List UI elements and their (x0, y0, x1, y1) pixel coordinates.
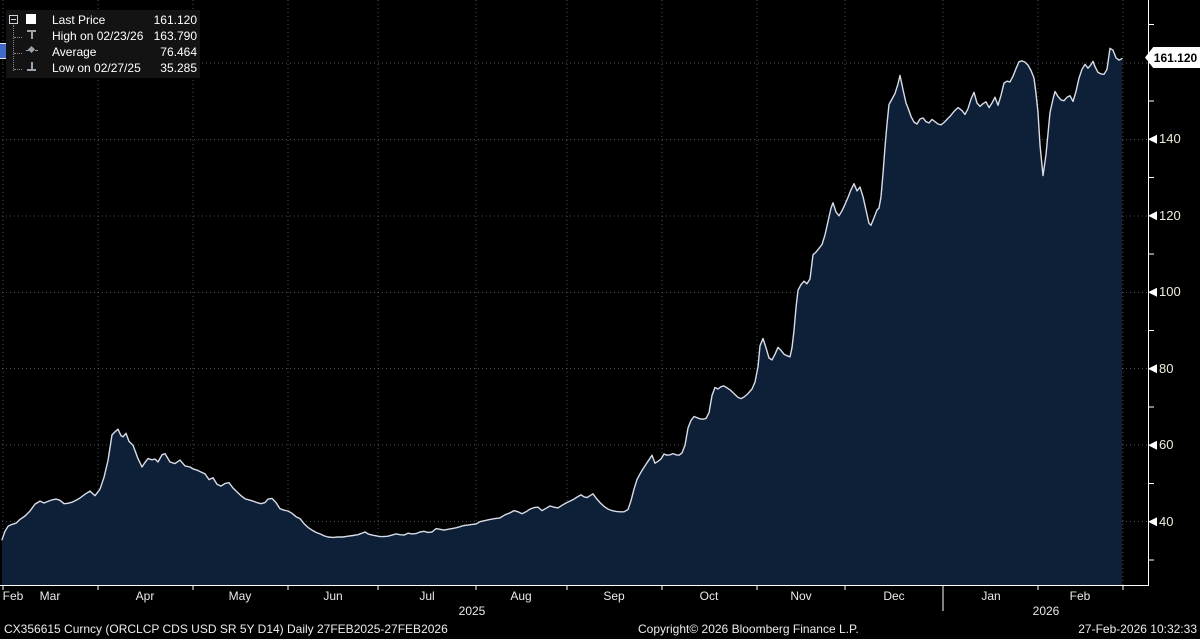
last-price-tag-value: 161.120 (1153, 50, 1198, 65)
chart-footer: CX356615 Curncy (ORCLCP CDS USD SR 5Y D1… (0, 620, 1200, 639)
legend-row-average[interactable]: Average 76.464 (10, 44, 197, 60)
high-marker-icon (26, 27, 52, 45)
chart-legend[interactable]: Last Price 161.120 High on 02/23/26 163.… (6, 10, 200, 78)
legend-label: Last Price (52, 13, 106, 27)
legend-label: Average (52, 45, 97, 59)
legend-tree-stub (14, 37, 22, 39)
legend-tree-stub (14, 69, 22, 71)
legend-row-high[interactable]: High on 02/23/26 163.790 (10, 28, 197, 44)
legend-row-last-price[interactable]: Last Price 161.120 (10, 12, 197, 28)
legend-tree-connector (13, 25, 15, 71)
security-description: CX356615 Curncy (ORCLCP CDS USD SR 5Y D1… (4, 622, 448, 636)
legend-label: High on 02/23/26 (52, 29, 144, 43)
legend-row-low[interactable]: Low on 02/27/25 35.285 (10, 60, 197, 76)
timestamp: 27-Feb-2026 10:32:33 (1078, 622, 1197, 636)
series-swatch-icon (26, 11, 52, 29)
legend-value: 161.120 (153, 13, 197, 27)
low-marker-icon (26, 59, 52, 77)
legend-value: 35.285 (160, 61, 197, 75)
average-marker-icon (26, 43, 52, 61)
legend-value: 76.464 (160, 45, 197, 59)
last-price-axis-tag: 161.120 (1145, 47, 1200, 68)
legend-value: 163.790 (153, 29, 197, 43)
legend-collapse-toggle-icon[interactable] (9, 15, 18, 24)
legend-tree-stub (14, 53, 22, 55)
legend-label: Low on 02/27/25 (52, 61, 141, 75)
copyright-text: Copyright© 2026 Bloomberg Finance L.P. (638, 622, 859, 636)
